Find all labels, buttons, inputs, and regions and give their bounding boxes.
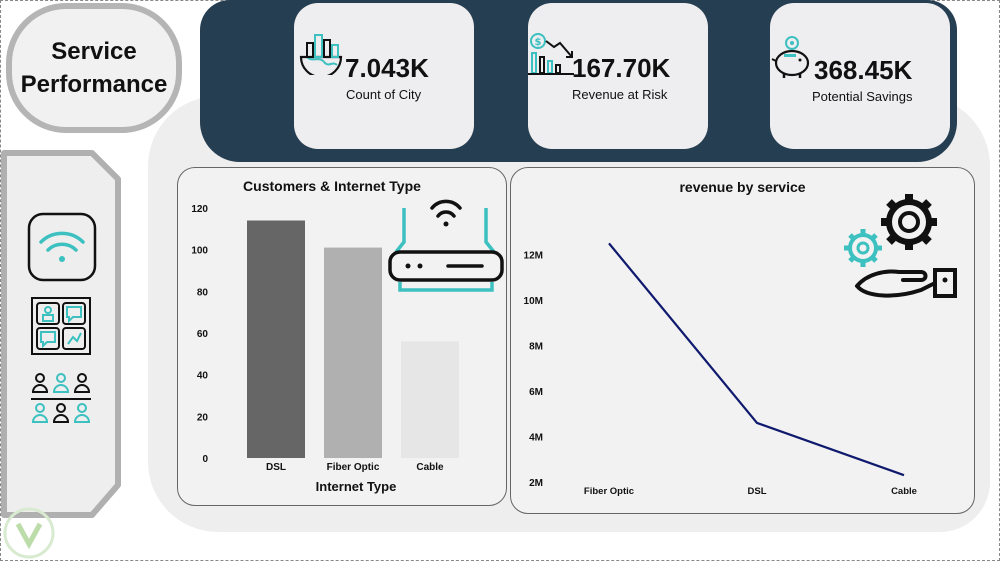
kpi-value: 7.043K xyxy=(345,53,429,83)
gear-hand-icon xyxy=(844,194,957,298)
kpi-label: Potential Savings xyxy=(812,89,913,104)
y-tick-label: 100 xyxy=(191,246,208,257)
bar xyxy=(401,341,459,458)
x-tick-label: Cable xyxy=(416,462,444,473)
kpi-label: Revenue at Risk xyxy=(572,87,668,102)
kpi-value: 368.45K xyxy=(814,55,913,85)
x-tick-label: Fiber Optic xyxy=(584,486,634,497)
kpi-card-city[interactable]: 7.043K Count of City xyxy=(294,3,474,149)
people-group-icon xyxy=(31,373,91,423)
line-chart: 2M 4M 6M 8M 10M 12M Fiber Optic DSL Cable xyxy=(524,242,917,497)
nav-item-people[interactable] xyxy=(30,372,92,426)
y-tick-label: 4M xyxy=(529,433,543,444)
y-tick-label: 2M xyxy=(529,478,543,489)
chart-title: Customers & Internet Type xyxy=(243,178,421,194)
x-tick-label: DSL xyxy=(748,486,767,497)
y-tick-label: 40 xyxy=(197,371,209,382)
x-tick-label: DSL xyxy=(266,462,286,473)
falling-revenue-icon: $ xyxy=(528,33,574,75)
city-map-icon xyxy=(299,34,343,75)
brand-logo xyxy=(3,507,55,559)
kpi-label: Count of City xyxy=(346,87,422,102)
router-icon xyxy=(388,199,504,292)
x-axis-label: Internet Type xyxy=(315,479,397,494)
y-tick-label: 8M xyxy=(529,342,543,353)
page-title: Service Performance xyxy=(20,38,168,98)
y-tick-label: 60 xyxy=(197,329,209,340)
x-tick-label: Fiber Optic xyxy=(327,462,380,473)
bar-chart: 0 20 40 60 80 100 120 DSL Fiber Optic Cable xyxy=(191,204,459,473)
revenue-service-chart-card[interactable]: revenue by service 2M 4M 6M 8M 10M 12M Fiber … xyxy=(510,167,975,514)
support-grid-icon xyxy=(31,297,91,355)
svg-text:$: $ xyxy=(535,37,542,48)
line-series xyxy=(608,242,905,477)
bar xyxy=(324,247,382,458)
nav-item-wifi[interactable] xyxy=(27,212,97,282)
kpi-band: 7.043K Count of City $ 167.70K Revenue a… xyxy=(200,0,957,162)
page-title-badge: Service Performance xyxy=(6,3,182,133)
internet-type-chart-card[interactable]: Customers & Internet Type 0 20 40 60 80 100 12… xyxy=(177,167,507,506)
y-tick-label: 10M xyxy=(524,296,543,307)
wifi-icon xyxy=(27,212,97,282)
x-tick-label: Cable xyxy=(891,486,917,497)
nav-item-support[interactable] xyxy=(31,297,91,355)
y-tick-label: 120 xyxy=(191,204,208,215)
kpi-value: 167.70K xyxy=(572,53,671,83)
piggy-bank-icon xyxy=(771,36,810,78)
kpi-card-savings[interactable]: 368.45K Potential Savings xyxy=(770,3,950,149)
y-tick-label: 80 xyxy=(197,287,209,298)
nav-panel xyxy=(0,149,122,521)
y-tick-label: 20 xyxy=(197,412,209,423)
y-tick-label: 0 xyxy=(202,454,208,465)
bar xyxy=(247,220,305,458)
kpi-card-revenue-risk[interactable]: $ 167.70K Revenue at Risk xyxy=(528,3,708,149)
y-tick-label: 6M xyxy=(529,387,543,398)
y-tick-label: 12M xyxy=(524,251,543,262)
chart-title: revenue by service xyxy=(679,179,806,195)
